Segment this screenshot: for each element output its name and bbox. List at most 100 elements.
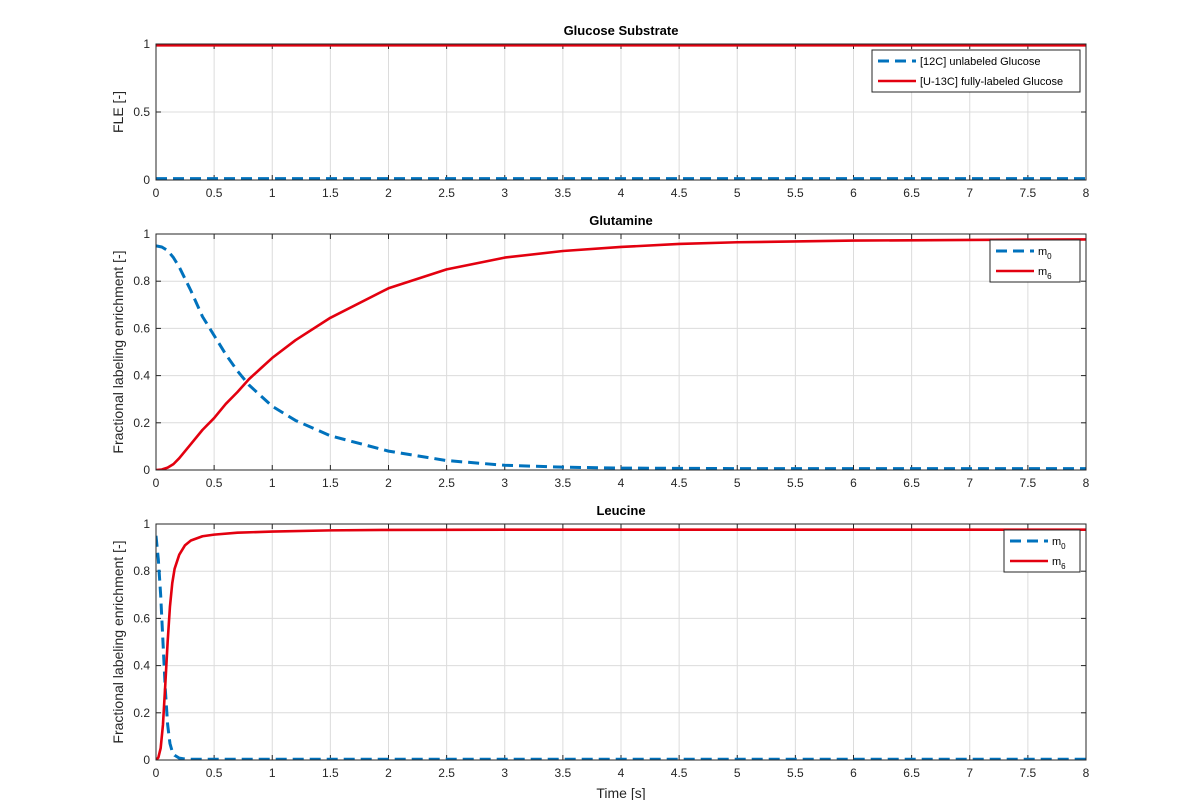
subplot-2: 0 0.5 1 1.5 2 2.5 3 3.5 4 4.5 5 5.5 6 6.5 7 7.5 8 0 0.2 0.4… xyxy=(110,213,1090,490)
x-axis-label: Time [s] xyxy=(596,785,645,800)
x-tick-label: 2 xyxy=(385,186,392,200)
x-tick-label: 4 xyxy=(618,186,625,200)
x-tick-label: 7.5 xyxy=(1020,476,1037,490)
y-tick-label: 1 xyxy=(143,517,150,531)
y-tick-label: 0.5 xyxy=(133,105,150,119)
legend-entry-subscript: 0 xyxy=(1061,542,1066,551)
axes-box xyxy=(155,233,1087,471)
x-tick-label: 6 xyxy=(850,186,857,200)
x-tick-label: 0.5 xyxy=(206,476,223,490)
legend-entry-subscript: 6 xyxy=(1047,272,1052,281)
y-axis-label: FLE [-] xyxy=(110,91,126,133)
x-tick-label: 2.5 xyxy=(438,766,455,780)
axes-box xyxy=(155,43,1087,181)
legend-entry-subscript: 6 xyxy=(1061,562,1066,571)
series-line-2 xyxy=(156,238,1086,470)
chart-title: Leucine xyxy=(596,503,645,518)
x-tick-label: 7 xyxy=(966,476,973,490)
y-tick-label: 0.8 xyxy=(133,274,150,288)
legend-entry-1: m0 xyxy=(1052,536,1066,551)
series-line-2 xyxy=(156,528,1086,760)
x-tick-label: 1 xyxy=(269,766,276,780)
legend: [12C] unlabeled Glucose [U-13C] fully-lab… xyxy=(871,49,1081,93)
x-tick-label: 8 xyxy=(1083,766,1090,780)
subplot-1: 0 0.5 1 1.5 2 2.5 3 3.5 4 4.5 5 5.5 6 6.5 7 7.5 8 0 0.5 1 Gl… xyxy=(110,23,1090,200)
x-tick-label: 5 xyxy=(734,766,741,780)
x-tick-label: 7 xyxy=(966,766,973,780)
x-tick-label: 5.5 xyxy=(787,186,804,200)
x-tick-label: 3.5 xyxy=(555,476,572,490)
x-tick-label: 4 xyxy=(618,766,625,780)
x-tick-label: 2.5 xyxy=(438,476,455,490)
x-tick-label: 7 xyxy=(966,186,973,200)
x-tick-label: 3 xyxy=(501,476,508,490)
chart-title: Glucose Substrate xyxy=(564,23,679,38)
y-tick-label: 0.6 xyxy=(133,611,150,625)
y-tick-label: 0 xyxy=(143,463,150,477)
y-axis-label: Fractional labeling enrichment [-] xyxy=(110,540,126,743)
legend-box xyxy=(871,49,1081,93)
y-axis-label: Fractional labeling enrichment [-] xyxy=(110,250,126,453)
legend-box xyxy=(1003,529,1081,573)
y-tick-label: 0.8 xyxy=(133,564,150,578)
subplot-3: 0 0.5 1 1.5 2 2.5 3 3.5 4 4.5 5 5.5 6 6.5 7 7.5 8 0 0.2 0.4… xyxy=(110,503,1090,800)
x-tick-label: 4 xyxy=(618,476,625,490)
x-tick-label: 7.5 xyxy=(1020,766,1037,780)
x-tick-label: 5 xyxy=(734,476,741,490)
x-tick-label: 0 xyxy=(153,766,160,780)
y-tick-label: 0.2 xyxy=(133,706,150,720)
y-tick-label: 0.4 xyxy=(133,659,150,673)
x-tick-label: 4.5 xyxy=(671,476,688,490)
series-line-1 xyxy=(156,535,1086,760)
x-tick-label: 1.5 xyxy=(322,766,339,780)
x-tick-label: 2 xyxy=(385,766,392,780)
y-tick-label: 0.6 xyxy=(133,321,150,335)
y-tick-label: 0.2 xyxy=(133,416,150,430)
y-tick-label: 0 xyxy=(143,173,150,187)
x-tick-label: 1 xyxy=(269,476,276,490)
legend-entry-2: m6 xyxy=(1038,266,1052,281)
legend-entry-name: m xyxy=(1052,536,1061,548)
y-tick-label: 1 xyxy=(143,227,150,241)
x-tick-label: 1 xyxy=(269,186,276,200)
x-tick-label: 6.5 xyxy=(903,186,920,200)
legend-entry-name: m xyxy=(1038,246,1047,258)
x-tick-label: 3.5 xyxy=(555,186,572,200)
legend-entry-name: [12C] unlabeled Glucose xyxy=(920,56,1040,68)
x-tick-label: 6.5 xyxy=(903,766,920,780)
x-tick-label: 0.5 xyxy=(206,186,223,200)
x-tick-label: 8 xyxy=(1083,186,1090,200)
x-tick-label: 1.5 xyxy=(322,186,339,200)
x-tick-label: 1.5 xyxy=(322,476,339,490)
x-tick-label: 2 xyxy=(385,476,392,490)
legend-entry-2: [U-13C] fully-labeled Glucose xyxy=(920,76,1063,88)
legend-entry-name: m xyxy=(1052,556,1061,568)
x-tick-label: 0 xyxy=(153,476,160,490)
x-tick-label: 5.5 xyxy=(787,476,804,490)
legend-entry-subscript: 0 xyxy=(1047,252,1052,261)
y-tick-label: 0.4 xyxy=(133,369,150,383)
x-tick-label: 0 xyxy=(153,186,160,200)
x-tick-label: 8 xyxy=(1083,476,1090,490)
chart-title: Glutamine xyxy=(589,213,653,228)
legend-entry-1: m0 xyxy=(1038,246,1052,261)
x-tick-label: 0.5 xyxy=(206,766,223,780)
y-tick-label: 1 xyxy=(143,37,150,51)
x-tick-label: 4.5 xyxy=(671,186,688,200)
axes-box xyxy=(155,523,1087,761)
series-line-1 xyxy=(156,244,1086,470)
x-tick-label: 7.5 xyxy=(1020,186,1037,200)
x-tick-label: 6.5 xyxy=(903,476,920,490)
x-tick-label: 6 xyxy=(850,476,857,490)
legend-box xyxy=(989,239,1081,283)
x-tick-label: 2.5 xyxy=(438,186,455,200)
y-tick-label: 0 xyxy=(143,753,150,767)
legend-entry-name: m xyxy=(1038,266,1047,278)
x-tick-label: 3 xyxy=(501,186,508,200)
x-tick-label: 5 xyxy=(734,186,741,200)
legend-entry-name: [U-13C] fully-labeled Glucose xyxy=(920,76,1063,88)
legend-entry-1: [12C] unlabeled Glucose xyxy=(920,56,1040,68)
